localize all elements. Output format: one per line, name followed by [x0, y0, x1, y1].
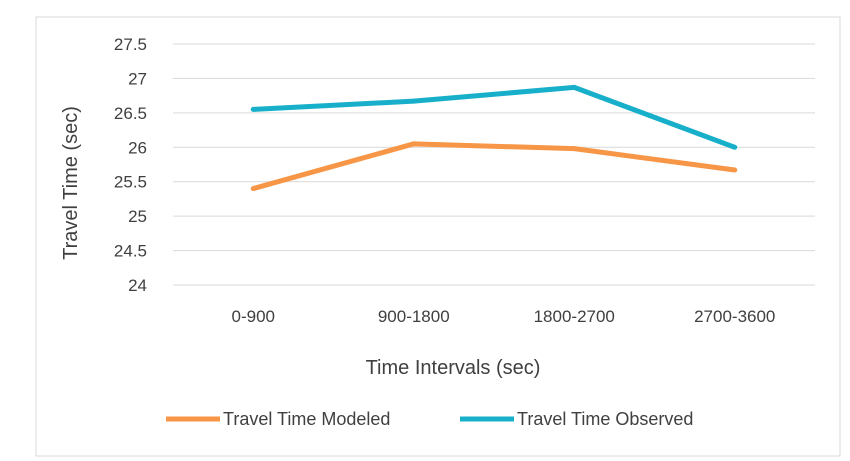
y-tick-label: 24.5: [114, 242, 147, 261]
series-line-modeled: [252, 141, 736, 192]
chart-frame: [35, 16, 841, 457]
series-line-observed: [253, 84, 736, 150]
x-axis-label: Time Intervals (sec): [366, 357, 541, 379]
series-lines: [250, 84, 738, 192]
y-tick-label: 25: [128, 207, 147, 226]
x-tick-label: 2700-3600: [694, 307, 775, 326]
legend-label-observed: Travel Time Observed: [517, 409, 693, 429]
data-point-observed: [571, 84, 577, 90]
legend: Travel Time Modeled Travel Time Observed: [166, 409, 693, 429]
y-tick-label: 26.5: [114, 104, 147, 123]
y-tick-label: 25.5: [114, 173, 147, 192]
data-point-observed: [411, 98, 417, 104]
y-tick-label: 27.5: [114, 35, 147, 54]
x-tick-labels: 0-900 900-1800 1800-2700 2700-3600: [232, 307, 776, 326]
data-point-observed: [250, 106, 256, 112]
data-point-observed: [732, 144, 738, 150]
data-point-modeled: [571, 146, 577, 152]
y-tick-label: 27: [128, 69, 147, 88]
data-point-modeled: [732, 167, 738, 173]
legend-label-modeled: Travel Time Modeled: [223, 409, 390, 429]
y-tick-label: 26: [128, 138, 147, 157]
data-point-modeled: [250, 186, 256, 192]
data-point-modeled: [411, 141, 417, 147]
y-tick-label: 24: [128, 276, 147, 295]
x-tick-label: 0-900: [232, 307, 275, 326]
x-tick-label: 900-1800: [378, 307, 450, 326]
y-tick-labels: 24 24.5 25 25.5 26 26.5 27 27.5: [114, 35, 147, 295]
x-tick-label: 1800-2700: [534, 307, 615, 326]
y-axis-label: Travel Time (sec): [60, 106, 82, 260]
